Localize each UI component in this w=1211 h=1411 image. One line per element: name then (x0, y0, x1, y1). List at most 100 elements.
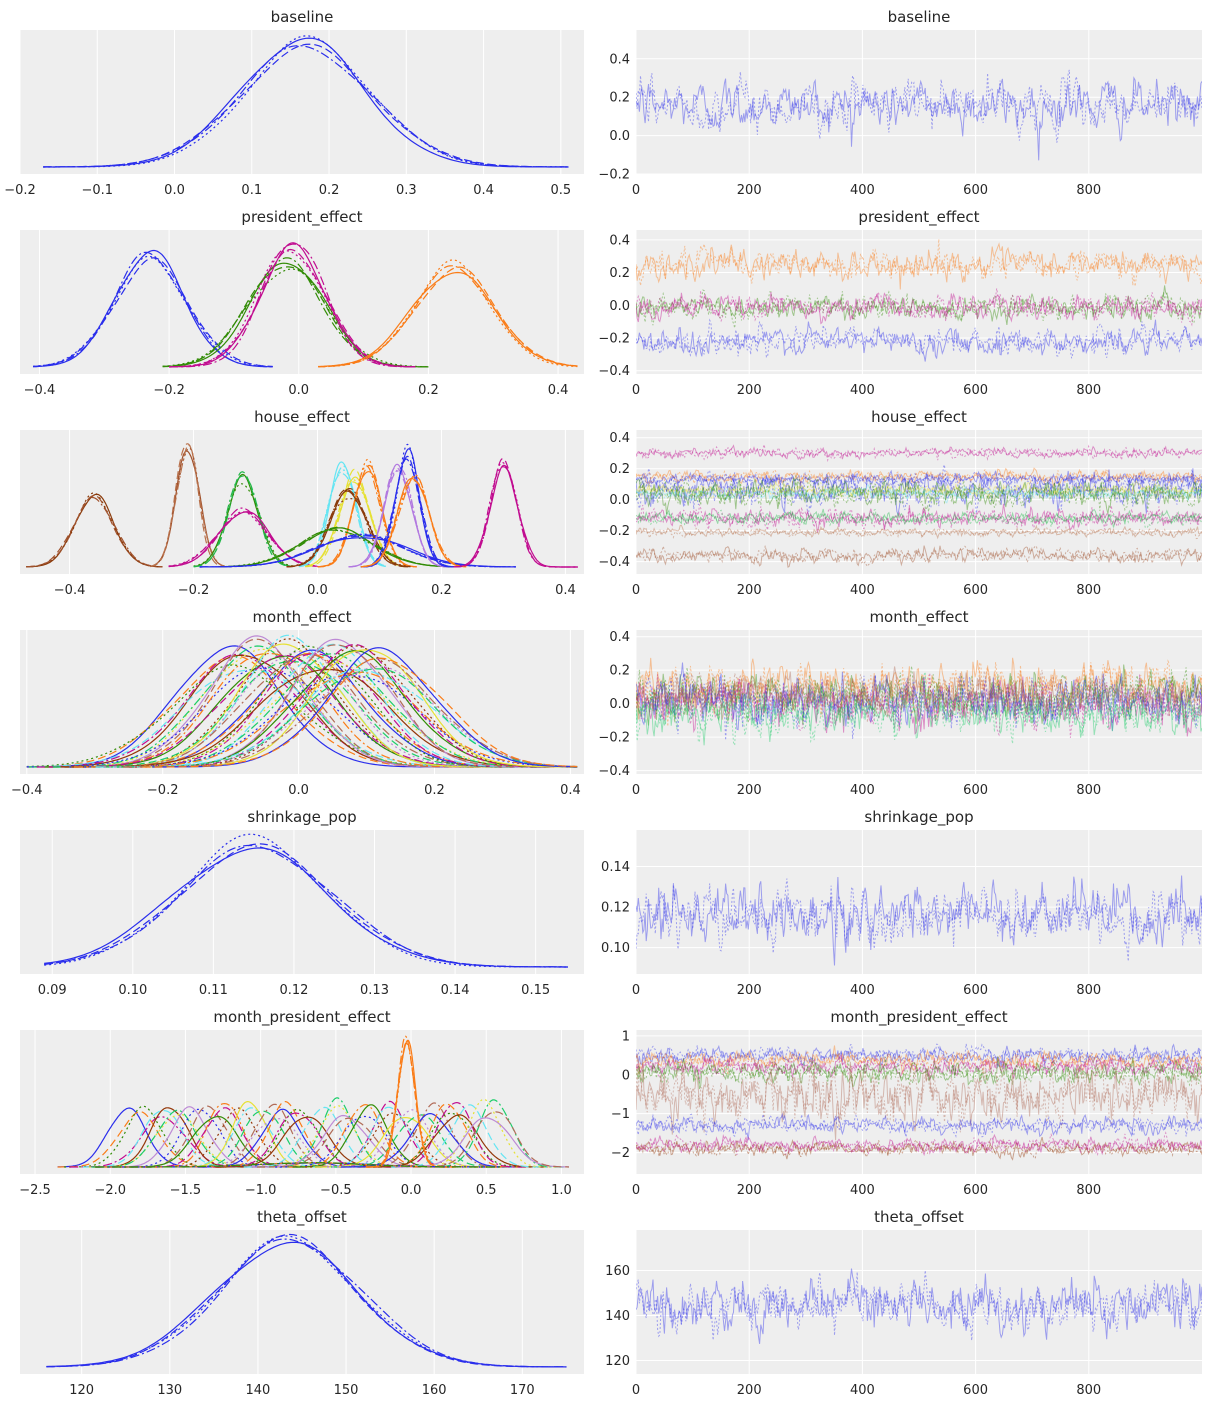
kde-curve (169, 242, 416, 368)
kde-curve (305, 479, 405, 567)
trace-line (636, 485, 1202, 504)
kde-curve (74, 671, 578, 768)
trace-line (636, 474, 1202, 512)
kde-curve (69, 661, 578, 768)
kde-curve (340, 1112, 522, 1168)
kde-curve (168, 507, 318, 568)
x-tick-label: 200 (737, 1383, 762, 1398)
trace-line (636, 1136, 1202, 1161)
y-tick-label: −0.2 (598, 524, 630, 539)
kde-curve (46, 1233, 567, 1368)
kde-curve (318, 265, 578, 368)
trace-line (636, 1054, 1202, 1081)
x-tick-label: −0.5 (320, 1183, 352, 1198)
y-tick-label: 0.10 (601, 941, 630, 956)
trace-lines (636, 1043, 1202, 1161)
kde-curve (57, 1111, 227, 1168)
x-tick-label: 120 (69, 1383, 94, 1398)
x-tick-label: −2.5 (19, 1183, 51, 1198)
x-tick-label: 0.13 (360, 983, 389, 998)
kde-curve (46, 1241, 567, 1368)
kde-curve (317, 465, 417, 568)
kde-curve (88, 1113, 266, 1168)
kde-curve (292, 1104, 447, 1168)
y-tick-label: 1 (622, 1029, 630, 1044)
x-tick-label: 0.5 (476, 1183, 497, 1198)
trace-line (636, 508, 1202, 529)
trace-line (636, 239, 1202, 287)
trace-line (636, 285, 1202, 325)
trace-line (636, 875, 1202, 966)
x-tick-label: 200 (737, 383, 762, 398)
kde-curve (318, 266, 578, 368)
kde-curve (26, 494, 163, 568)
kde-curve (26, 655, 479, 768)
trace-line (636, 684, 1202, 746)
kde-curve (150, 447, 225, 567)
trace-line (636, 470, 1202, 489)
kde-curve (453, 466, 578, 568)
trace-line (636, 1045, 1202, 1075)
plot-area (636, 830, 1202, 974)
x-tick-label: 0.11 (199, 983, 228, 998)
trace-lines (636, 444, 1202, 568)
kde-curve (327, 1109, 494, 1168)
y-tick-label: 0.12 (601, 901, 630, 916)
trace-line (636, 1056, 1202, 1090)
kde-curve (150, 444, 225, 567)
kde-curve (360, 458, 454, 568)
trace-line (636, 467, 1202, 487)
trace-lines (636, 1268, 1202, 1344)
trace-line (636, 289, 1202, 329)
kde-curve (360, 443, 454, 568)
y-tick-label: 0.2 (609, 91, 630, 106)
x-tick-label: 200 (737, 983, 762, 998)
trace-line (636, 76, 1202, 161)
x-tick-label: 150 (334, 1383, 359, 1398)
kde-curve (46, 1238, 567, 1368)
trace-line (636, 319, 1202, 362)
panel-title: month_effect (252, 608, 351, 627)
kde-curve (69, 1116, 258, 1168)
x-tick-label: 0 (632, 583, 640, 598)
kde-curve (178, 1101, 322, 1168)
x-tick-label: 600 (963, 583, 988, 598)
x-tick-label: 0 (632, 1183, 640, 1198)
kde-panel-president-effect: −0.4 −0.2 0.0 0.2 0.4 president_effect (20, 208, 584, 398)
y-tick-label: 0.0 (609, 697, 630, 712)
x-tick-label: 200 (737, 183, 762, 198)
x-tick-label: 0 (632, 383, 640, 398)
x-tick-label: 0.2 (431, 583, 452, 598)
x-tick-label: 600 (963, 983, 988, 998)
trace-line (636, 878, 1202, 962)
kde-curve (199, 534, 516, 568)
x-tick-label: 600 (963, 183, 988, 198)
x-tick-label: 0.2 (424, 783, 445, 798)
x-tick-label: 0.2 (319, 183, 340, 198)
kde-curve (43, 44, 569, 168)
panel-title: baseline (271, 8, 334, 26)
kde-curve (52, 661, 537, 768)
trace-line (636, 508, 1202, 528)
kde-curve (168, 511, 318, 567)
trace-line (636, 659, 1202, 727)
kde-curve (43, 37, 569, 168)
x-tick-label: 800 (1076, 583, 1101, 598)
trace-line (636, 291, 1202, 325)
kde-panel-month-effect: −0.4 −0.2 0.0 0.2 0.4 month_effect (11, 608, 584, 798)
x-tick-label: 800 (1076, 783, 1101, 798)
x-tick-label: 0.4 (548, 383, 569, 398)
x-tick-label: 400 (850, 183, 875, 198)
kde-curve (142, 1107, 305, 1168)
x-tick-label: 140 (246, 1383, 271, 1398)
trace-line (636, 476, 1202, 515)
trace-line (636, 288, 1202, 327)
kde-panel-theta-offset: 120 130 140 150 160 170 theta_offset (20, 1208, 584, 1398)
trace-line (636, 672, 1202, 738)
x-tick-label: −0.2 (147, 783, 179, 798)
y-tick-label: 0.2 (609, 462, 630, 477)
kde-curve (331, 1114, 508, 1168)
kde-curve (49, 638, 474, 768)
x-tick-label: 0.1 (241, 183, 262, 198)
